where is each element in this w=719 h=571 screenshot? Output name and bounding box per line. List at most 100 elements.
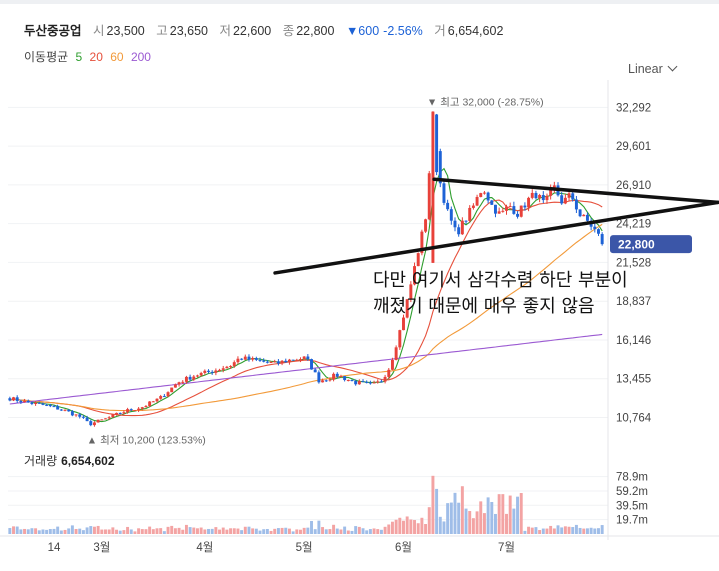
volume-bar	[8, 527, 12, 534]
volume-bar	[258, 530, 262, 534]
candle-body	[379, 381, 383, 383]
candle-body	[184, 376, 188, 382]
candle-body	[357, 381, 361, 385]
volume-bar	[23, 528, 27, 534]
volume-bar	[357, 526, 361, 534]
candle-body	[30, 402, 34, 404]
y-tick-label: 10,764	[616, 412, 652, 424]
current-price-tag	[610, 235, 692, 254]
volume-bar	[184, 524, 188, 534]
candle-body	[207, 370, 210, 372]
ma-legend-200: 200	[130, 50, 151, 64]
volume-bar	[413, 520, 417, 534]
candle-body	[534, 192, 538, 199]
candle-body	[361, 381, 365, 383]
candle-body	[490, 200, 494, 205]
candle-body	[567, 193, 571, 198]
volume-bar	[291, 531, 295, 534]
close-value: 22,800	[296, 24, 335, 38]
max-price-marker: ▼ 최고 32,000 (-28.75%)	[427, 97, 544, 109]
candle-body	[243, 356, 247, 360]
scale-dropdown[interactable]: Linear	[628, 61, 678, 76]
volume-bar	[70, 525, 74, 534]
candle-body	[74, 414, 78, 416]
candle-body	[523, 205, 527, 208]
volume-bar	[497, 494, 501, 534]
volume-bar	[538, 530, 542, 534]
volume-bar	[560, 527, 564, 534]
volume-bar	[368, 529, 372, 534]
volume-bar	[225, 529, 229, 534]
ma-20-line	[9, 199, 603, 417]
volume-bar	[262, 529, 266, 534]
volume-bar	[273, 528, 277, 534]
volume-bar	[126, 526, 130, 534]
candle-body	[343, 376, 347, 381]
candle-body	[258, 359, 262, 361]
candle-body	[317, 372, 321, 383]
change-percent: -2.56%	[383, 24, 423, 38]
volume-bar	[453, 492, 457, 534]
candle-body	[96, 419, 100, 423]
candle-body	[115, 412, 119, 415]
volume-bar	[446, 503, 450, 534]
candle-body	[306, 356, 310, 360]
open-value: 23,500	[106, 24, 145, 38]
x-tick-label: 3월	[93, 541, 110, 554]
candle-body	[269, 362, 273, 364]
candle-body	[195, 375, 199, 377]
volume-bar	[556, 525, 560, 534]
volume-bar	[516, 496, 520, 534]
candle-body	[493, 204, 497, 214]
candle-body	[402, 317, 405, 331]
volume-tick-label: 39.5m	[616, 500, 648, 512]
candle-body	[236, 358, 240, 363]
volume-bar	[133, 531, 137, 534]
x-tick-label: 5월	[296, 541, 313, 554]
volume-value: 6,654,602	[447, 24, 504, 38]
open-label: 시	[93, 24, 105, 38]
candle-body	[405, 299, 409, 318]
candle-body	[155, 398, 159, 402]
ma-60-line	[9, 223, 603, 412]
volume-bar	[493, 513, 497, 534]
candle-body	[324, 380, 328, 382]
volume-bar	[545, 528, 549, 534]
moving-average-legend[interactable]: 이동평균 5 20 60 200	[24, 48, 155, 65]
x-tick-label: 6월	[395, 541, 412, 554]
volume-bar	[129, 529, 133, 534]
candle-body	[276, 361, 280, 364]
candle-body	[151, 401, 155, 403]
volume-bar	[328, 529, 332, 534]
volume-bar	[372, 528, 376, 534]
candle-body	[597, 229, 600, 234]
candle-body	[37, 402, 41, 404]
close-label: 종	[282, 24, 295, 38]
candle-body	[181, 381, 185, 383]
candle-body	[210, 371, 214, 373]
volume-bar	[192, 527, 196, 534]
candle-body	[23, 400, 27, 403]
volume-bar	[181, 529, 185, 534]
candle-body	[280, 360, 284, 364]
volume-bar	[600, 525, 604, 534]
candle-body	[505, 206, 508, 211]
candle-body	[273, 361, 277, 363]
volume-bar	[122, 530, 126, 534]
candle-body	[449, 209, 453, 221]
candle-body	[229, 366, 233, 368]
volume-bar	[37, 530, 41, 534]
volume-bar	[251, 528, 255, 534]
candle-body	[162, 396, 166, 398]
volume-bar	[387, 524, 391, 534]
candle-body	[313, 369, 317, 373]
candle-body	[92, 422, 96, 426]
volume-bar	[563, 526, 567, 534]
volume-bar	[508, 495, 512, 534]
volume-bar	[361, 528, 365, 534]
volume-bar	[92, 526, 96, 534]
volume-bar	[240, 530, 244, 534]
candle-body	[295, 359, 299, 361]
y-tick-label: 26,910	[616, 180, 651, 192]
